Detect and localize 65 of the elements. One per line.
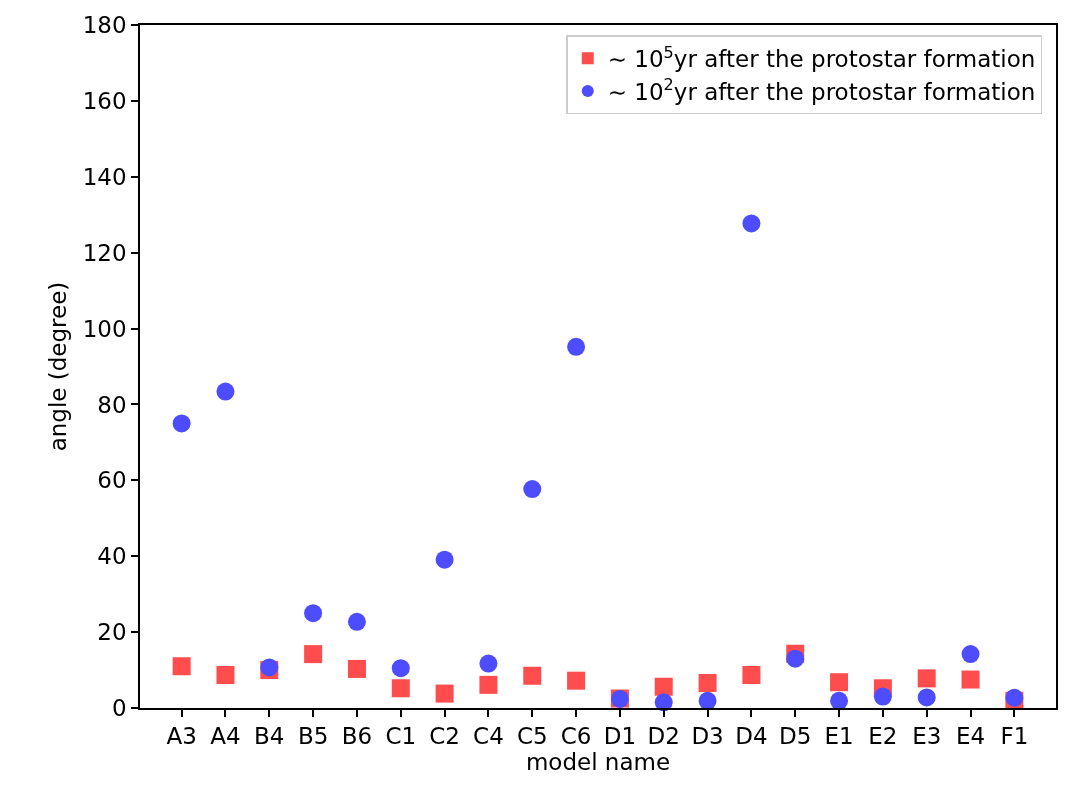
point <box>917 669 936 688</box>
point <box>742 665 761 684</box>
x-tick-label: E3 <box>912 723 942 750</box>
point <box>391 659 410 678</box>
x-tick-label: E2 <box>868 723 898 750</box>
point <box>347 659 366 678</box>
x-tick-label: B6 <box>341 723 373 750</box>
point <box>698 691 717 710</box>
point <box>786 649 805 668</box>
point <box>216 665 235 684</box>
x-tick-label: B5 <box>297 723 329 750</box>
x-tick-label: F1 <box>1000 723 1029 750</box>
x-tick-label: D5 <box>779 723 812 750</box>
point <box>830 673 849 692</box>
x-axis-title: model name <box>525 749 671 776</box>
point <box>479 675 498 694</box>
x-tick-label: A3 <box>166 723 197 750</box>
y-tick-label: 60 <box>97 467 127 494</box>
point <box>523 480 542 499</box>
y-tick-label: 140 <box>82 163 127 190</box>
point <box>698 673 717 692</box>
x-tick-label: D4 <box>735 723 768 750</box>
point <box>304 604 323 623</box>
point <box>172 657 191 676</box>
x-tick-label: C1 <box>385 723 417 750</box>
x-tick-label: D1 <box>603 723 637 750</box>
point <box>654 677 673 696</box>
x-tick-label: C6 <box>560 723 592 750</box>
x-tick-label: B4 <box>254 723 285 750</box>
y-tick-label: 0 <box>112 695 127 722</box>
point <box>567 671 586 690</box>
y-tick-label: 160 <box>82 87 127 114</box>
x-tick-label: D3 <box>691 723 724 750</box>
point <box>347 612 366 631</box>
x-tick-label: E1 <box>824 723 854 750</box>
point <box>172 414 191 433</box>
point <box>917 688 936 707</box>
y-tick-label: 80 <box>97 391 127 418</box>
point <box>567 337 586 356</box>
point <box>479 654 498 673</box>
point <box>304 645 323 664</box>
x-tick-label: C4 <box>473 723 504 750</box>
point <box>435 550 454 569</box>
point <box>523 666 542 685</box>
y-tick-label: 20 <box>97 619 127 646</box>
x-tick-label: C2 <box>429 723 460 750</box>
x-tick-label: D2 <box>647 723 680 750</box>
point <box>435 684 454 703</box>
y-tick-label: 100 <box>82 315 127 342</box>
y-tick-label: 120 <box>82 239 127 266</box>
legend-label: ∼ 10$^{5}$yr after the protostar formation <box>607 42 1036 73</box>
point <box>873 687 892 706</box>
point <box>216 382 235 401</box>
point <box>391 679 410 698</box>
legend-label: ∼ 10$^{2}$yr after the protostar formation <box>607 75 1036 106</box>
point <box>830 691 849 710</box>
point <box>961 645 980 664</box>
x-tick-label: A4 <box>210 723 241 750</box>
y-tick-label: 40 <box>97 543 127 570</box>
y-axis-title: angle (degree) <box>44 281 71 452</box>
y-tick-label: 180 <box>82 12 127 39</box>
x-tick-label: C5 <box>516 723 548 750</box>
point <box>742 214 761 233</box>
x-tick-label: E4 <box>955 723 986 750</box>
point <box>961 670 980 689</box>
